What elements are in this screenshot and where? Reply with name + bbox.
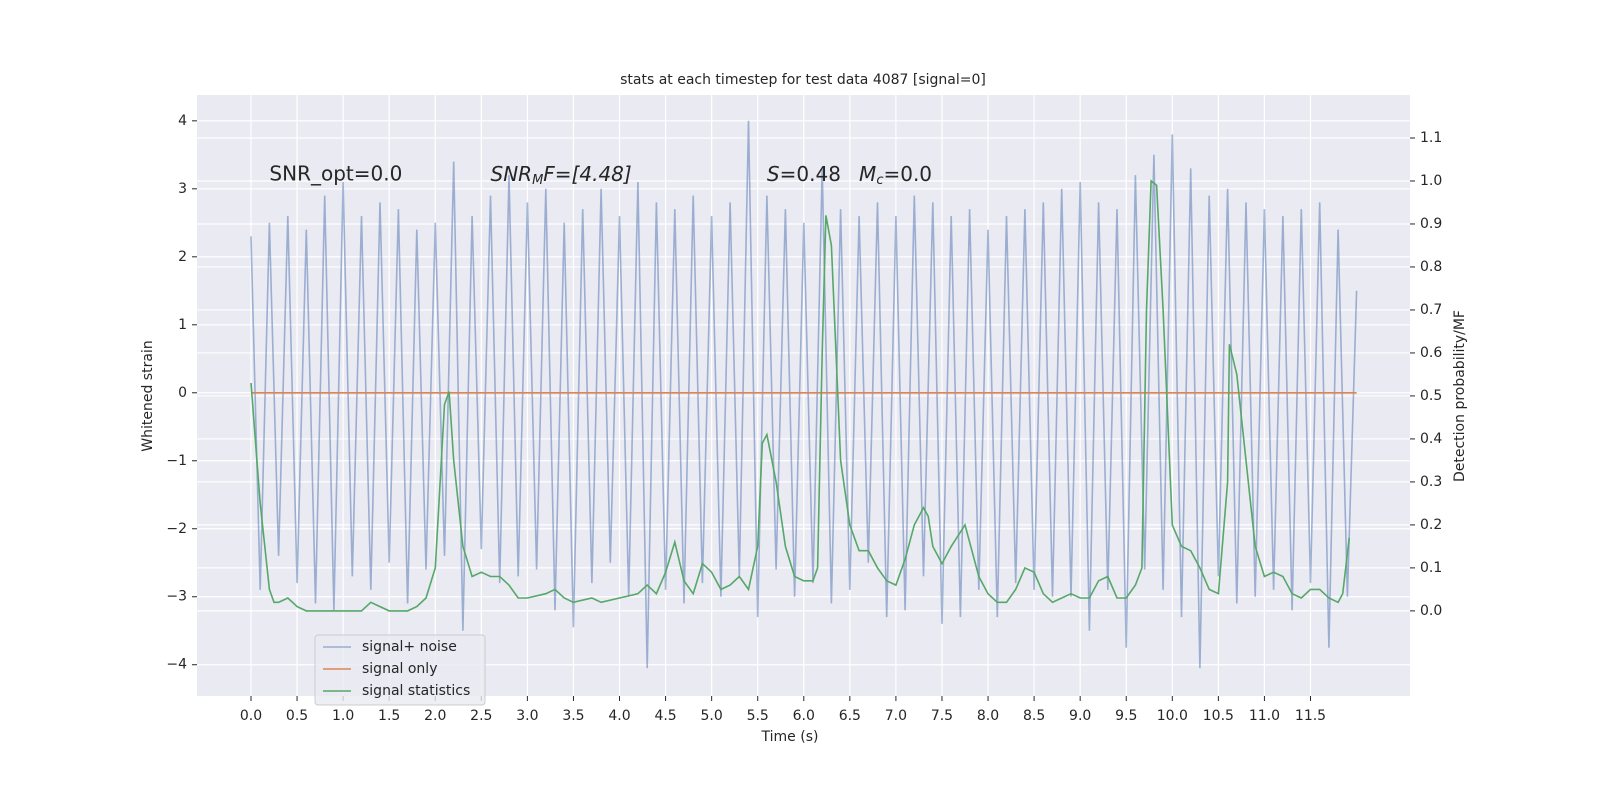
x-tick-label: 8.0 — [977, 708, 999, 724]
annotation-part: M — [532, 173, 543, 188]
annotation-part: F=[4.48] — [543, 162, 631, 186]
x-tick-label: 2.0 — [424, 708, 446, 724]
y-tick-label: −1 — [166, 453, 187, 469]
y-tick-label: 1 — [178, 317, 187, 333]
chart-title: stats at each timestep for test data 408… — [620, 72, 986, 88]
y-tick-label: −2 — [166, 521, 187, 537]
x-tick-label: 5.0 — [701, 708, 723, 724]
y2-tick-label: 0.1 — [1420, 560, 1442, 576]
legend-box — [314, 634, 486, 706]
y-tick-label: 0 — [178, 385, 187, 401]
y2-tick-label: 0.0 — [1420, 603, 1442, 619]
marks — [250, 120, 1358, 669]
x-tick-label: 4.5 — [654, 708, 676, 724]
x-tick-label: 10.5 — [1203, 708, 1234, 724]
x-tick-label: 2.5 — [470, 708, 492, 724]
y2-tick-label: 0.5 — [1420, 388, 1442, 404]
annotation-part: =0.48 — [780, 162, 841, 186]
x-axis-label: Time (s) — [761, 729, 819, 745]
x-tick-label: 11.5 — [1295, 708, 1326, 724]
x-tick-label: 11.0 — [1249, 708, 1280, 724]
y2-tick-label: 1.0 — [1420, 173, 1442, 189]
x-tick-label: 0.0 — [240, 708, 262, 724]
annotation-part: =0.0 — [883, 162, 932, 186]
annotation-part: SNR — [491, 162, 533, 186]
annotation-part: S — [767, 162, 780, 186]
y-tick-label: 2 — [178, 249, 187, 265]
x-tick-label: 6.0 — [793, 708, 815, 724]
legend-label: signal statistics — [362, 683, 470, 699]
x-tick-label: 1.0 — [332, 708, 354, 724]
x-tick-label: 9.0 — [1069, 708, 1091, 724]
annotation: SNRMF=[4.48] — [491, 162, 632, 188]
annotation: SNR_opt=0.0 — [269, 162, 402, 186]
y2-tick-label: 0.7 — [1420, 302, 1442, 318]
x-tick-label: 10.0 — [1157, 708, 1188, 724]
y-tick-label: 3 — [178, 181, 187, 197]
series-line — [250, 179, 1350, 612]
x-tick-label: 8.5 — [1023, 708, 1045, 724]
legend-label: signal+ noise — [362, 639, 457, 655]
y-axis-label: Whitened strain — [140, 340, 156, 451]
y2-tick-label: 1.1 — [1420, 130, 1442, 146]
y2-tick-label: 0.3 — [1420, 474, 1442, 490]
series-line — [250, 120, 1358, 669]
annotation-part: M — [859, 162, 876, 186]
x-tick-label: 4.0 — [608, 708, 630, 724]
y2-tick-label: 0.4 — [1420, 431, 1442, 447]
y2-axis-label: Detection probability/MF — [1452, 310, 1468, 482]
x-tick-label: 5.5 — [747, 708, 769, 724]
x-tick-label: 0.5 — [286, 708, 308, 724]
x-tick-label: 6.5 — [839, 708, 861, 724]
y2-tick-label: 0.6 — [1420, 345, 1442, 361]
x-tick-label: 7.0 — [885, 708, 907, 724]
y-tick-label: −4 — [166, 657, 187, 673]
x-tick-label: 9.5 — [1115, 708, 1137, 724]
y-tick-label: 4 — [178, 113, 187, 129]
y-tick-label: −3 — [166, 589, 187, 605]
legend-label: signal only — [362, 661, 437, 677]
annotation: S=0.48 — [767, 162, 841, 186]
y2-tick-label: 0.9 — [1420, 216, 1442, 232]
annotation: Mc=0.0 — [859, 162, 932, 188]
x-tick-label: 1.5 — [378, 708, 400, 724]
x-tick-label: 3.5 — [562, 708, 584, 724]
annotation-part: c — [876, 173, 883, 188]
y2-tick-label: 0.8 — [1420, 259, 1442, 275]
y2-tick-label: 0.2 — [1420, 517, 1442, 533]
x-tick-label: 3.0 — [516, 708, 538, 724]
x-tick-label: 7.5 — [931, 708, 953, 724]
